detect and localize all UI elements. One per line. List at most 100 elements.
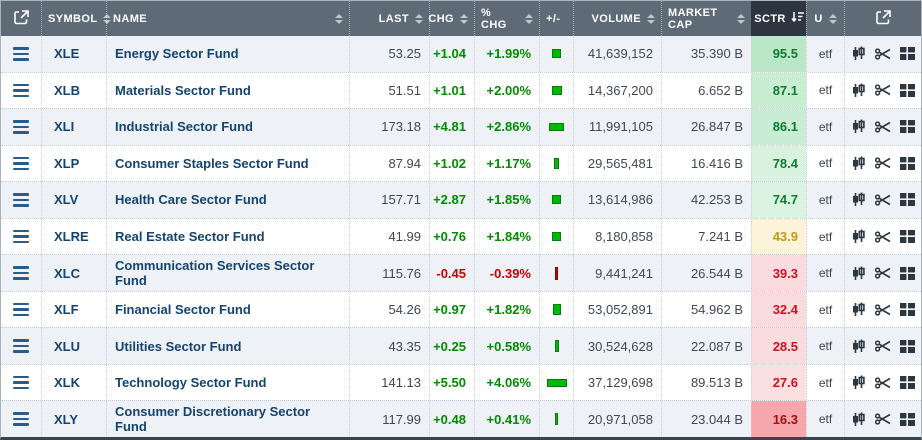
candlestick-chart-icon[interactable] — [851, 229, 866, 244]
symbol-link[interactable]: XLY — [41, 401, 106, 438]
hamburger-menu-icon[interactable] — [13, 375, 29, 390]
candlestick-chart-icon[interactable] — [851, 119, 866, 134]
hamburger-menu-icon[interactable] — [13, 83, 29, 98]
hamburger-menu-icon[interactable] — [13, 47, 29, 61]
symbol-link[interactable]: XLF — [41, 291, 106, 328]
header-last[interactable]: LAST — [349, 1, 429, 36]
scissors-icon[interactable] — [875, 413, 891, 425]
scissors-icon[interactable] — [875, 84, 891, 96]
header-market-cap[interactable]: MARKET CAP — [661, 1, 751, 36]
candlestick-chart-icon[interactable] — [851, 83, 866, 98]
universe-value: etf — [806, 218, 844, 255]
fund-name-link[interactable]: Health Care Sector Fund — [106, 182, 349, 218]
row-menu-button[interactable] — [1, 292, 41, 328]
scissors-icon[interactable] — [875, 230, 891, 243]
grid-layout-icon[interactable] — [900, 376, 915, 390]
candlestick-chart-icon[interactable] — [851, 46, 866, 61]
fund-name-link[interactable]: Communication Services Sector Fund — [106, 255, 349, 291]
fund-name-link[interactable]: Industrial Sector Fund — [106, 109, 349, 145]
scissors-icon[interactable] — [875, 340, 891, 352]
row-menu-button[interactable] — [1, 365, 41, 401]
row-menu-button[interactable] — [1, 36, 41, 72]
row-menu-button[interactable] — [1, 219, 41, 255]
header-export-cell-right[interactable] — [844, 1, 921, 36]
fund-name-link[interactable]: Consumer Staples Sector Fund — [106, 145, 349, 182]
candlestick-chart-icon[interactable] — [851, 156, 866, 171]
row-menu-button[interactable] — [1, 401, 41, 437]
fund-name-link[interactable]: Financial Sector Fund — [106, 291, 349, 328]
sort-icon — [647, 13, 655, 24]
hamburger-menu-icon[interactable] — [13, 339, 29, 353]
header-name[interactable]: NAME — [106, 1, 349, 36]
header-pct-chg[interactable]: % CHG — [474, 1, 539, 36]
grid-layout-icon[interactable] — [900, 412, 915, 426]
row-menu-button[interactable] — [1, 255, 41, 291]
scissors-icon[interactable] — [875, 377, 891, 389]
symbol-link[interactable]: XLV — [41, 182, 106, 218]
symbol-link[interactable]: XLP — [41, 145, 106, 182]
fund-name-link[interactable]: Energy Sector Fund — [106, 36, 349, 72]
grid-layout-icon[interactable] — [900, 120, 915, 134]
hamburger-menu-icon[interactable] — [13, 120, 29, 134]
header-chg[interactable]: CHG — [428, 1, 474, 36]
candlestick-chart-icon[interactable] — [851, 302, 866, 317]
row-menu-button[interactable] — [1, 182, 41, 218]
grid-layout-icon[interactable] — [900, 230, 915, 243]
scissors-icon[interactable] — [875, 267, 891, 279]
fund-name-link[interactable]: Utilities Sector Fund — [106, 328, 349, 364]
header-export-cell[interactable] — [1, 1, 41, 36]
header-universe[interactable]: U — [806, 1, 844, 36]
grid-layout-icon[interactable] — [900, 303, 915, 317]
symbol-link[interactable]: XLU — [41, 328, 106, 364]
hamburger-menu-icon[interactable] — [13, 266, 29, 280]
hamburger-menu-icon[interactable] — [13, 229, 29, 244]
grid-layout-icon[interactable] — [900, 339, 915, 353]
candlestick-chart-icon[interactable] — [851, 192, 866, 207]
universe-value: etf — [806, 145, 844, 182]
row-menu-button[interactable] — [1, 328, 41, 364]
symbol-link[interactable]: XLRE — [41, 218, 106, 255]
header-symbol[interactable]: SYMBOL — [41, 1, 112, 36]
last-value: 41.99 — [349, 218, 429, 255]
grid-layout-icon[interactable] — [900, 156, 915, 170]
grid-layout-icon[interactable] — [900, 266, 915, 280]
scissors-icon[interactable] — [875, 157, 891, 170]
row-menu-button[interactable] — [1, 109, 41, 145]
fund-name-link[interactable]: Materials Sector Fund — [106, 72, 349, 109]
hamburger-menu-icon[interactable] — [13, 412, 29, 426]
grid-layout-icon[interactable] — [900, 47, 915, 61]
symbol-link[interactable]: XLC — [41, 255, 106, 291]
scissors-icon[interactable] — [875, 303, 891, 316]
percent-change-value: +1.17% — [474, 145, 539, 182]
hamburger-menu-icon[interactable] — [13, 156, 29, 171]
row-menu-button[interactable] — [1, 73, 41, 109]
fund-name-link[interactable]: Real Estate Sector Fund — [106, 218, 349, 255]
symbol-link[interactable]: XLB — [41, 72, 106, 109]
candlestick-chart-icon[interactable] — [851, 375, 866, 390]
volume-value: 8,180,858 — [573, 218, 661, 255]
change-bar-cell — [539, 36, 573, 72]
header-sctr[interactable]: SCTR — [751, 1, 806, 36]
scissors-icon[interactable] — [875, 194, 891, 206]
grid-layout-icon[interactable] — [900, 193, 915, 207]
candlestick-chart-icon[interactable] — [851, 266, 866, 281]
row-actions — [844, 109, 921, 145]
header-volume[interactable]: VOLUME — [573, 1, 661, 36]
symbol-link[interactable]: XLE — [41, 36, 106, 72]
universe-value: etf — [806, 401, 844, 438]
scissors-icon[interactable] — [875, 48, 891, 60]
candlestick-chart-icon[interactable] — [851, 339, 866, 354]
scissors-icon[interactable] — [875, 121, 891, 133]
candle-bar-icon — [551, 85, 562, 95]
header-market-cap-label: MARKET CAP — [668, 6, 718, 31]
candlestick-chart-icon[interactable] — [851, 412, 866, 427]
fund-name-link[interactable]: Technology Sector Fund — [106, 364, 349, 401]
row-menu-button[interactable] — [1, 146, 41, 182]
grid-layout-icon[interactable] — [900, 83, 915, 97]
hamburger-menu-icon[interactable] — [13, 193, 29, 207]
hamburger-menu-icon[interactable] — [13, 302, 29, 317]
market-cap-value: 26.847 B — [661, 109, 751, 145]
symbol-link[interactable]: XLK — [41, 364, 106, 401]
symbol-link[interactable]: XLI — [41, 109, 106, 145]
fund-name-link[interactable]: Consumer Discretionary Sector Fund — [106, 401, 349, 438]
